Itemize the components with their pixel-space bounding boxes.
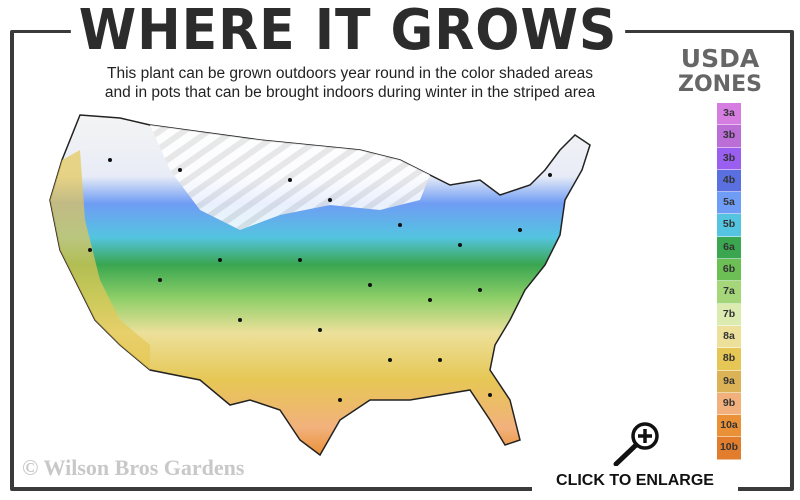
legend-title: USDA ZONES — [658, 46, 782, 98]
magnifier-plus-icon[interactable] — [608, 420, 668, 468]
legend-swatch-10a: 10a — [717, 415, 741, 438]
click-to-enlarge-button[interactable]: CLICK TO ENLARGE — [532, 466, 738, 496]
legend-swatch-3b: 3b — [717, 125, 741, 148]
subtitle-line-2: and in pots that can be brought indoors … — [104, 84, 596, 101]
legend-swatch-3b: 3b — [717, 147, 741, 170]
legend-swatch-6b: 6b — [717, 259, 741, 282]
legend-swatch-10b: 10b — [717, 437, 741, 460]
city-dots — [88, 158, 552, 402]
zone-legend: 3a 3b 3b 4b 5a 5b 6a 6b 7a 7b 8a 8b 9a 9b 10a 10b — [717, 103, 741, 460]
legend-swatch-8a: 8a — [717, 325, 741, 349]
legend-swatch-3a: 3a — [717, 103, 741, 126]
west-coast-zone — [50, 150, 150, 370]
page-title: WHERE IT GROWS — [70, 0, 626, 62]
legend-title-line-1: USDA — [680, 44, 760, 73]
subtitle-line-1: This plant can be grown outdoors year ro… — [107, 65, 593, 82]
legend-swatch-9a: 9a — [717, 370, 741, 393]
legend-swatch-8b: 8b — [717, 348, 741, 371]
legend-swatch-5b: 5b — [717, 214, 741, 237]
legend-swatch-7b: 7b — [717, 303, 741, 326]
legend-swatch-5a: 5a — [717, 192, 741, 215]
copyright-watermark: © Wilson Bros Gardens — [22, 455, 245, 480]
usda-zone-map[interactable] — [40, 100, 600, 460]
legend-swatch-4b: 4b — [717, 169, 741, 193]
legend-swatch-6a: 6a — [717, 236, 741, 260]
striped-area — [150, 125, 430, 230]
legend-swatch-7a: 7a — [717, 281, 741, 304]
subtitle: This plant can be grown outdoors year ro… — [40, 64, 660, 102]
legend-swatch-9b: 9b — [717, 392, 741, 416]
us-outline — [49, 114, 591, 457]
legend-title-line-2: ZONES — [678, 72, 762, 97]
